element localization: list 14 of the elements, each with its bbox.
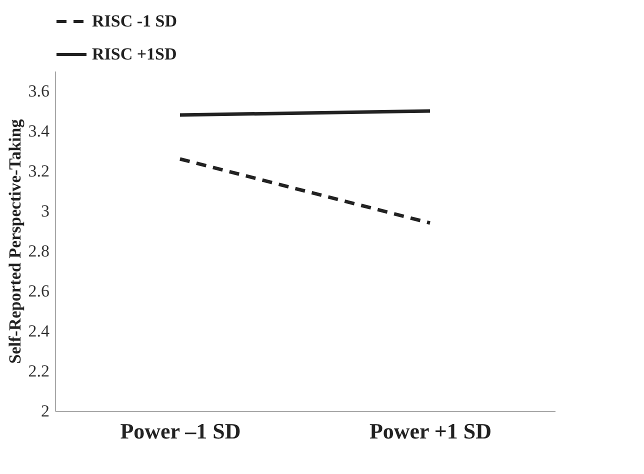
y-tick-label: 3 <box>41 202 50 220</box>
legend-label: RISC -1 SD <box>92 12 178 30</box>
y-tick-label: 3.2 <box>28 162 50 180</box>
y-tick-label: 2.6 <box>28 282 50 300</box>
y-tick-label: 2.8 <box>28 242 50 260</box>
y-axis-title: Self-Reported Perspective-Taking <box>5 118 24 364</box>
y-tick-label: 2 <box>41 402 50 420</box>
legend-label: RISC +1SD <box>92 44 177 64</box>
y-tick-label: 2.2 <box>28 362 50 380</box>
y-tick-label: 2.4 <box>28 322 50 340</box>
x-tick-label: Power –1 SD <box>120 418 241 444</box>
y-tick-label: 3.6 <box>28 82 50 100</box>
y-tick-label: 3.4 <box>28 122 50 140</box>
x-tick-label: Power +1 SD <box>369 418 492 444</box>
